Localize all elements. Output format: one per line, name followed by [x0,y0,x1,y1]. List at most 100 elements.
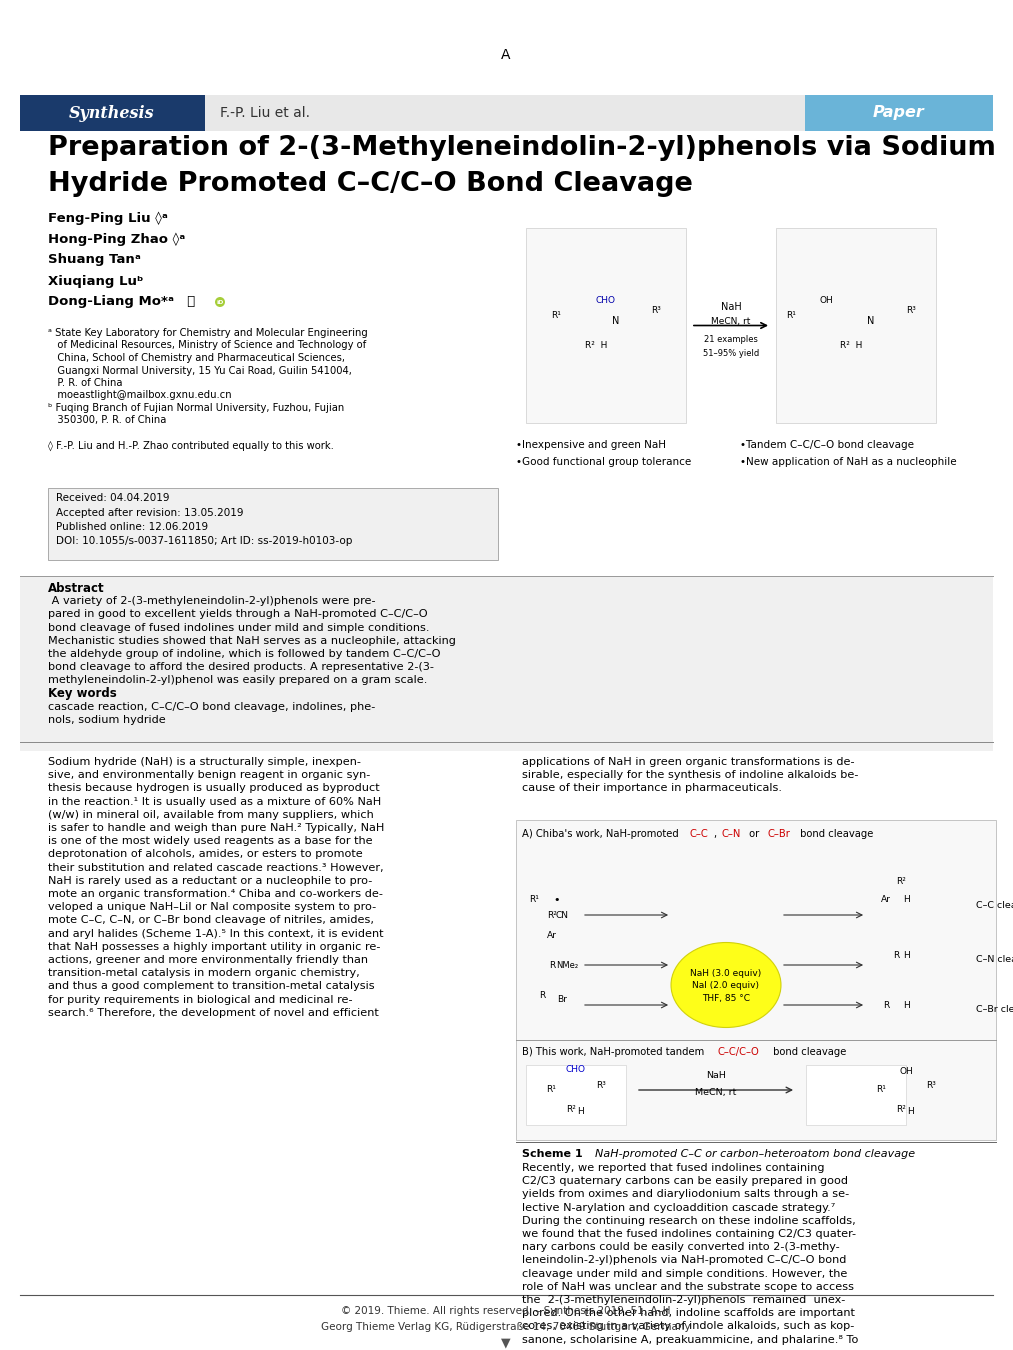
Text: F.-P. Liu et al.: F.-P. Liu et al. [220,107,310,120]
Text: C–N: C–N [722,829,742,838]
Text: Preparation of 2-(3-Methyleneindolin-2-yl)phenols via Sodium: Preparation of 2-(3-Methyleneindolin-2-y… [48,135,996,161]
Text: that NaH possesses a highly important utility in organic re-: that NaH possesses a highly important ut… [48,942,380,952]
Text: Hong-Ping Zhao ◊ᵃ: Hong-Ping Zhao ◊ᵃ [48,232,185,246]
Text: Xiuqiang Luᵇ: Xiuqiang Luᵇ [48,274,144,288]
Text: or: or [746,829,763,838]
Text: ᵃ State Key Laboratory for Chemistry and Molecular Engineering: ᵃ State Key Laboratory for Chemistry and… [48,328,368,338]
Text: sive, and environmentally benign reagent in organic syn-: sive, and environmentally benign reagent… [48,771,370,780]
Text: their substitution and related cascade reactions.³ However,: their substitution and related cascade r… [48,863,384,872]
Text: Shuang Tanᵃ: Shuang Tanᵃ [48,254,141,266]
Text: is safer to handle and weigh than pure NaH.² Typically, NaH: is safer to handle and weigh than pure N… [48,824,384,833]
Text: A: A [501,49,511,62]
Bar [516,217,996,433]
Text: Key words: Key words [48,687,116,701]
Text: Ar: Ar [881,895,891,905]
Text: •New application of NaH as a nucleophile: •New application of NaH as a nucleophile [741,458,956,467]
Text: A) Chiba's work, NaH-promoted: A) Chiba's work, NaH-promoted [522,829,682,838]
Text: R²  H: R² H [585,342,607,350]
Text: C–C cleavage: C–C cleavage [976,900,1013,910]
Text: OH: OH [820,296,833,305]
Text: ᵇ Fuqing Branch of Fujian Normal University, Fuzhou, Fujian: ᵇ Fuqing Branch of Fujian Normal Univers… [48,404,344,413]
Text: in the reaction.¹ It is usually used as a mixture of 60% NaH: in the reaction.¹ It is usually used as … [48,796,381,806]
Text: THF, 85 °C: THF, 85 °C [702,995,750,1003]
Text: R: R [539,991,545,999]
Text: OH: OH [900,1068,913,1076]
Text: thesis because hydrogen is usually produced as byproduct: thesis because hydrogen is usually produ… [48,783,380,794]
Text: H: H [903,950,910,960]
Text: and thus a good complement to transition-metal catalysis: and thus a good complement to transition… [48,981,375,991]
Text: R²: R² [547,910,557,919]
Text: role of NaH was unclear and the substrate scope to access: role of NaH was unclear and the substrat… [522,1281,854,1292]
Text: nary carbons could be easily converted into 2-(3-methy-: nary carbons could be easily converted i… [522,1242,840,1253]
Text: R: R [883,1000,889,1010]
Text: NaH: NaH [706,1072,726,1080]
Text: cause of their importance in pharmaceuticals.: cause of their importance in pharmaceuti… [522,783,782,794]
Text: R³: R³ [926,1080,936,1089]
Text: C–C/C–O: C–C/C–O [717,1048,759,1057]
Text: cascade reaction, C–C/C–O bond cleavage, indolines, phe-: cascade reaction, C–C/C–O bond cleavage,… [48,702,375,711]
Text: bond cleavage to afford the desired products. A representative 2-(3-: bond cleavage to afford the desired prod… [48,663,434,672]
Bar [805,95,993,131]
Text: leneindolin-2-yl)phenols via NaH-promoted C–C/C–O bond: leneindolin-2-yl)phenols via NaH-promote… [522,1256,847,1265]
Text: NMe₂: NMe₂ [556,960,578,969]
Text: lective ​N-arylation and cycloaddition cascade strategy.⁷: lective ​N-arylation and cycloaddition c… [522,1203,836,1212]
Bar [806,1065,906,1125]
Text: R³: R³ [651,306,660,315]
Text: bond cleavage of fused indolines under mild and simple conditions.: bond cleavage of fused indolines under m… [48,622,430,633]
Text: R¹: R¹ [876,1085,886,1095]
Text: for purity requirements in biological and medicinal re-: for purity requirements in biological an… [48,995,353,1004]
Text: MeCN, rt: MeCN, rt [695,1088,736,1096]
Text: CHO: CHO [596,296,616,305]
Text: B) This work, NaH-promoted tandem: B) This work, NaH-promoted tandem [522,1048,707,1057]
Text: pared in good to excellent yields through a NaH-promoted C–C/C–O: pared in good to excellent yields throug… [48,609,427,620]
Text: •: • [554,895,560,905]
Text: NaI (2.0 equiv): NaI (2.0 equiv) [693,980,760,990]
Text: NaH: NaH [720,302,742,312]
Text: actions, greener and more environmentally friendly than: actions, greener and more environmentall… [48,954,368,965]
Text: cleavage under mild and simple conditions. However, the: cleavage under mild and simple condition… [522,1269,848,1278]
Text: R¹: R¹ [546,1085,556,1095]
Text: C–Br: C–Br [767,829,790,838]
Text: Received: 04.04.2019: Received: 04.04.2019 [56,493,169,504]
Text: C2/C3 quaternary carbons can be easily prepared in good: C2/C3 quaternary carbons can be easily p… [522,1176,848,1187]
Text: mote C–C, C–N, or C–Br bond cleavage of nitriles, amides,: mote C–C, C–N, or C–Br bond cleavage of … [48,915,374,925]
Text: 21 examples: 21 examples [704,335,758,344]
Text: ,: , [714,829,720,838]
Bar [48,487,498,560]
Text: •Inexpensive and green NaH: •Inexpensive and green NaH [516,440,666,450]
Text: Georg Thieme Verlag KG, Rüdigerstraße 14, 70469 Stuttgart, Germany: Georg Thieme Verlag KG, Rüdigerstraße 14… [321,1322,691,1332]
Text: deprotonation of alcohols, amides, or esters to promote: deprotonation of alcohols, amides, or es… [48,849,363,860]
Text: ◊ F.-P. Liu and H.-P. Zhao contributed equally to this work.: ◊ F.-P. Liu and H.-P. Zhao contributed e… [48,440,334,451]
Text: we found that the fused indolines containing C2/C3 quater-: we found that the fused indolines contai… [522,1228,856,1239]
Text: veloped a unique NaH–LiI or NaI composite system to pro-: veloped a unique NaH–LiI or NaI composit… [48,902,376,913]
Text: R²: R² [566,1106,576,1115]
Text: Br: Br [557,995,567,1004]
Text: the  2-(3-methyleneindolin-2-yl)phenols  remained  unex-: the 2-(3-methyleneindolin-2-yl)phenols r… [522,1295,845,1305]
Text: NaH (3.0 equiv): NaH (3.0 equiv) [691,968,762,977]
Text: A variety of 2-(3-methyleneindolin-2-yl)phenols were pre-: A variety of 2-(3-methyleneindolin-2-yl)… [48,597,376,606]
Text: MeCN, rt: MeCN, rt [711,317,751,325]
Text: R²: R² [897,1106,906,1115]
Text: of Medicinal Resources, Ministry of Science and Technology of: of Medicinal Resources, Ministry of Scie… [48,340,367,351]
Text: Hydride Promoted C–C/C–O Bond Cleavage: Hydride Promoted C–C/C–O Bond Cleavage [48,171,693,197]
Text: sanone, scholarisine A, preakuammicine, and phalarine.⁸ To: sanone, scholarisine A, preakuammicine, … [522,1335,858,1345]
Text: plored. On the other hand, indoline scaffolds are important: plored. On the other hand, indoline scaf… [522,1308,855,1318]
Text: bond cleavage: bond cleavage [770,1048,847,1057]
Text: Abstract: Abstract [48,582,104,594]
Bar [20,95,205,131]
Text: Paper: Paper [873,105,925,120]
Text: •Good functional group tolerance: •Good functional group tolerance [516,458,691,467]
Text: NaH-promoted C–C or carbon–heteroatom bond cleavage: NaH-promoted C–C or carbon–heteroatom bo… [588,1149,915,1160]
Text: sirable, especially for the synthesis of indoline alkaloids be-: sirable, especially for the synthesis of… [522,771,858,780]
Text: R¹: R¹ [551,310,561,320]
Bar [20,576,993,751]
Text: N: N [612,316,620,325]
Text: methyleneindolin-2-yl)phenol was easily prepared on a gram scale.: methyleneindolin-2-yl)phenol was easily … [48,675,427,686]
Text: 51–95% yield: 51–95% yield [703,350,759,358]
Text: and aryl halides (Scheme 1-A).⁵ In this context, it is evident: and aryl halides (Scheme 1-A).⁵ In this … [48,929,384,938]
Text: •Tandem C–C/C–O bond cleavage: •Tandem C–C/C–O bond cleavage [741,440,914,450]
Text: is one of the most widely used reagents as a base for the: is one of the most widely used reagents … [48,836,373,846]
Text: R: R [892,950,900,960]
Text: applications of NaH in green organic transformations is de-: applications of NaH in green organic tra… [522,757,855,767]
Text: Feng-Ping Liu ◊ᵃ: Feng-Ping Liu ◊ᵃ [48,211,168,224]
